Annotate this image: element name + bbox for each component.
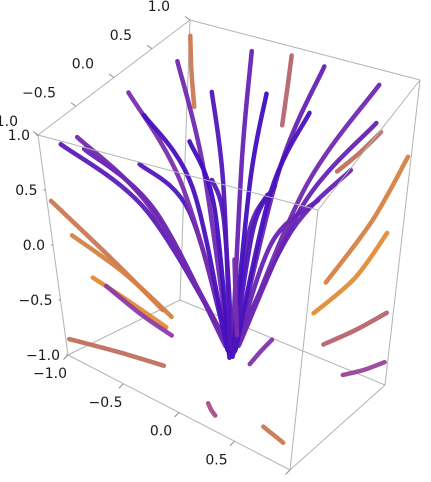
z-tick-label-0: −1.0 xyxy=(26,348,60,364)
box-edge-4 xyxy=(37,134,319,211)
streamline-21 xyxy=(69,233,174,320)
x-tick-label-3: 0.5 xyxy=(205,452,227,468)
x-tick-mark-0 xyxy=(63,354,69,360)
streamline-30 xyxy=(188,33,197,110)
y-tick-mark-1 xyxy=(70,102,77,107)
streamline-27 xyxy=(261,424,286,445)
y-tick-label-2: 0.0 xyxy=(72,57,94,73)
z-tick-label-1: −0.5 xyxy=(19,293,53,309)
z-axis-ticks: −1.0 −0.5 0.0 0.5 1.0 xyxy=(8,128,68,364)
streamline-32 xyxy=(340,359,387,378)
box-edge-6 xyxy=(189,19,421,81)
x-tick-label-0: −1.0 xyxy=(33,366,67,382)
y-tick-mark-0 xyxy=(32,131,39,136)
y-tick-label-4: 1.0 xyxy=(148,0,170,15)
z-tick-label-3: 0.5 xyxy=(15,183,37,199)
streamline-22 xyxy=(90,275,169,330)
streamline-35 xyxy=(232,257,240,338)
streamline-19 xyxy=(209,89,233,351)
x-tick-mark-3 xyxy=(229,440,235,447)
y-tick-label-1: −0.5 xyxy=(22,85,56,101)
streamline-25 xyxy=(311,230,390,316)
box-edge-9 xyxy=(289,209,319,471)
y-tick-label-0: −1.0 xyxy=(0,114,18,130)
streamline-14 xyxy=(141,112,230,353)
z-tick-label-4: 1.0 xyxy=(8,128,30,144)
streamline-23 xyxy=(66,336,167,368)
streamline-24 xyxy=(323,154,411,285)
x-tick-mark-4 xyxy=(285,469,291,475)
z-tick-label-2: 0.0 xyxy=(23,238,45,254)
streamline-2 xyxy=(74,134,225,337)
streamline-33 xyxy=(104,283,175,338)
box-edge-2 xyxy=(179,299,386,386)
streamline-17 xyxy=(187,139,232,361)
y-tick-mark-3 xyxy=(146,44,153,50)
box-edge-10 xyxy=(384,79,421,386)
x-tick-label-2: 0.0 xyxy=(150,424,172,440)
x-tick-mark-1 xyxy=(118,383,124,389)
x-axis-ticks: −1.0−0.50.00.51.0 xyxy=(33,354,291,482)
box-edge-1 xyxy=(289,384,386,471)
streamline-31 xyxy=(279,53,294,128)
streamline-34 xyxy=(247,337,275,367)
tick-layer: −1.0−0.50.00.51.0 −1.0−0.50.00.51.0 −1.0… xyxy=(0,0,291,482)
y-tick-mark-2 xyxy=(108,73,115,78)
y-axis-ticks: −1.0−0.5 0.0 0.5 1.0 xyxy=(0,0,191,136)
streamline-layer xyxy=(48,33,411,445)
y-tick-label-3: 0.5 xyxy=(110,28,132,44)
x-tick-mark-2 xyxy=(174,412,180,418)
streamline-28 xyxy=(205,400,218,418)
streamline-9 xyxy=(236,82,382,347)
x-tick-label-1: −0.5 xyxy=(89,395,123,411)
box-edge-5 xyxy=(317,79,421,211)
streamline-26 xyxy=(321,310,390,347)
streamline-29 xyxy=(334,129,384,174)
y-tick-mark-4 xyxy=(184,16,191,21)
